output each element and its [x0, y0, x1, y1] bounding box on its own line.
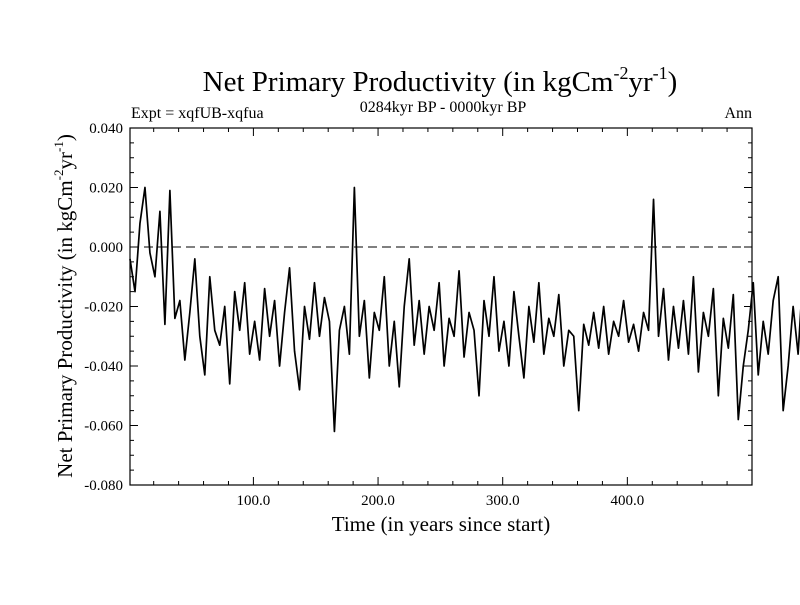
x-axis-ticks: 100.0 200.0 300.0 400.0 — [153, 128, 728, 509]
chart-title-exp2: -1 — [653, 63, 668, 83]
subtitle-left: Expt = xqfUB-xqfua — [131, 105, 264, 122]
x-tick-label: 200.0 — [361, 493, 395, 509]
y-tick-label: -0.020 — [84, 300, 123, 316]
chart-title-exp1: -2 — [613, 63, 628, 83]
plot-area: 0.0400.0200.000-0.020-0.040-0.060-0.080 … — [84, 121, 800, 509]
y-axis-label-mid: yr — [53, 152, 77, 170]
chart-title-mid: yr — [628, 66, 653, 98]
subtitle-center: 0284kyr BP - 0000kyr BP — [360, 99, 527, 116]
subtitle-right: Ann — [724, 105, 752, 122]
y-axis-label-tail: ) — [53, 134, 77, 141]
x-tick-label: 100.0 — [237, 493, 271, 509]
series-line-npp — [129, 186, 800, 433]
x-tick-label: 300.0 — [486, 493, 520, 509]
y-axis-label: Net Primary Productivity (in kgCm-2yr-1) — [51, 134, 77, 478]
y-axis-label-exp1: -2 — [51, 170, 66, 181]
chart-title-tail: ) — [668, 66, 678, 98]
y-tick-label: -0.080 — [84, 478, 123, 494]
x-tick-label: 400.0 — [610, 493, 644, 509]
y-tick-label: 0.040 — [89, 121, 123, 137]
y-tick-label: -0.040 — [84, 359, 123, 375]
chart-title-main: Net Primary Productivity (in kgCm — [203, 66, 614, 98]
y-tick-label: 0.000 — [89, 240, 123, 256]
chart-title: Net Primary Productivity (in kgCm-2yr-1) — [203, 63, 678, 98]
y-tick-label: 0.020 — [89, 181, 123, 197]
y-axis-ticks: 0.040 0.020 0.000 -0.020 -0.040 -0.060 -0.080 — [84, 121, 752, 494]
y-axis-label-exp2: -1 — [51, 141, 66, 152]
y-tick-label: -0.060 — [84, 419, 123, 435]
x-axis-label: Time (in years since start) — [332, 512, 551, 536]
y-axis-label-main: Net Primary Productivity (in kgCm — [53, 180, 77, 477]
